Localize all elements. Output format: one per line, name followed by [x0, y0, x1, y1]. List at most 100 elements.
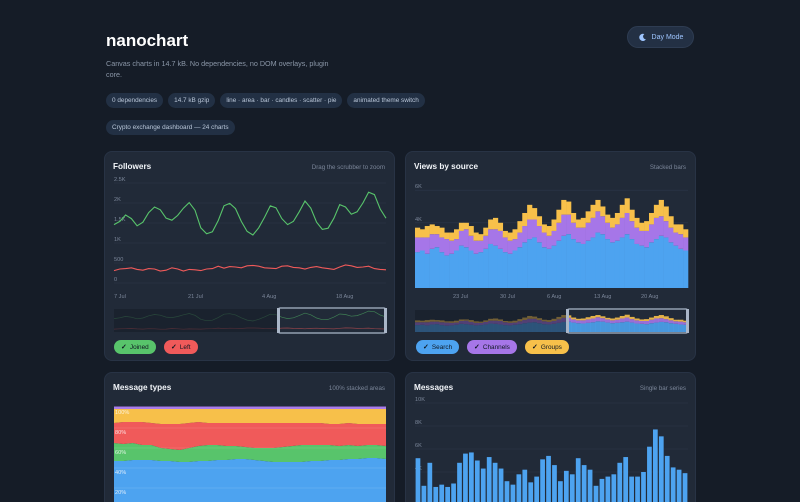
bar-search [512, 250, 518, 288]
bar-groups [605, 214, 611, 223]
check-icon: ✓ [423, 344, 429, 351]
dashboard-link[interactable]: Crypto exchange dashboard — 24 charts [106, 120, 235, 135]
bar [635, 476, 640, 502]
bar-groups [551, 219, 557, 231]
bar-groups [512, 229, 518, 240]
bar-search [522, 242, 528, 288]
bar-channels [668, 227, 674, 243]
minimap-bar [610, 320, 616, 324]
bar-search [600, 234, 606, 288]
bar-search [434, 247, 440, 288]
minimap-bar [644, 321, 650, 325]
bar [474, 460, 480, 502]
followers-chart[interactable]: 2.5K 2K 1.5K 1K 500 0 7 Jul 21 Jul 4 Aug 18 Aug [105, 152, 395, 361]
bar-groups [424, 226, 430, 238]
toggle-label: Joined [129, 343, 149, 351]
bar-search [566, 234, 572, 288]
minimap-bar [590, 322, 596, 332]
minimap-bar [658, 315, 664, 319]
messages-chart[interactable]: 10K8K6K4K [406, 373, 696, 502]
area-other [114, 408, 386, 424]
minimap-bar [614, 319, 621, 323]
bar-groups [493, 217, 499, 230]
minimap-bar [605, 322, 611, 332]
bar-channels [522, 226, 528, 243]
y-tick-label: 1K [114, 237, 121, 243]
bar [569, 474, 575, 502]
toggle-joined[interactable]: ✓ Joined [114, 340, 156, 354]
moon-icon [638, 33, 646, 41]
minimap-bar [673, 319, 679, 322]
toggle-groups[interactable]: ✓ Groups [525, 340, 569, 354]
y-tick-label: 1.5K [114, 217, 126, 223]
toggle-search[interactable]: ✓ Search [416, 340, 460, 354]
bar-search [653, 239, 660, 288]
minimap-bar [600, 321, 606, 332]
y-tick-label: 60% [115, 450, 126, 456]
x-tick-label: 20 Aug [641, 294, 658, 300]
message-types-chart[interactable]: 100% 80% 60% 40% 20% [105, 373, 395, 502]
bar [664, 455, 670, 502]
minimap-bar [600, 318, 606, 322]
bar-groups [449, 232, 455, 241]
bar-channels [483, 235, 489, 249]
minimap-bar [619, 318, 625, 323]
card-subtitle: Stacked bars [649, 164, 686, 171]
minimap-bar [571, 317, 577, 320]
bar-groups [575, 219, 582, 228]
bar-groups [527, 204, 533, 220]
bar-search [415, 252, 421, 288]
bar [504, 481, 510, 502]
bar-channels [683, 237, 689, 251]
bar-channels [478, 240, 484, 253]
y-tick-label: 6K [415, 443, 422, 449]
bar [433, 486, 439, 502]
bar-search [429, 248, 435, 288]
bar-channels [590, 217, 596, 238]
bar-search [536, 242, 543, 288]
bar-groups [663, 206, 669, 222]
bar-channels [639, 230, 645, 246]
check-icon: ✓ [171, 344, 177, 351]
bar-channels [561, 214, 567, 236]
minimap-bar [629, 319, 635, 323]
bar-groups [439, 227, 445, 238]
bar-search [497, 248, 504, 288]
toggle-channels[interactable]: ✓ Channels [467, 340, 517, 354]
bar [522, 469, 528, 502]
bar-channels [493, 229, 499, 246]
views-card: Views by source Stacked bars 6K4K2K23 Ju… [405, 151, 696, 361]
minimap-bar [673, 321, 679, 324]
bar [658, 436, 664, 502]
minimap-bar [678, 321, 684, 325]
badge-chart-types: line · area · bar · candles · scatter · … [220, 93, 343, 108]
x-tick-label: 30 Jul [500, 294, 515, 300]
bar-channels [624, 212, 630, 235]
minimap-bar [663, 322, 669, 332]
x-tick-label: 6 Aug [547, 294, 561, 300]
bar-channels [619, 217, 625, 238]
bar-groups [541, 224, 547, 233]
bar-groups [614, 212, 621, 225]
bar [427, 462, 433, 502]
minimap-bar [624, 314, 630, 318]
theme-toggle-button[interactable]: Day Mode [627, 26, 694, 48]
minimap-bar [571, 319, 577, 323]
bar-channels [663, 221, 669, 238]
minimap-bar [614, 322, 621, 332]
bar-search [454, 250, 460, 288]
bar-search [546, 248, 552, 288]
area-search [114, 458, 386, 502]
toggle-left[interactable]: ✓ Left [164, 340, 198, 354]
bar [480, 468, 486, 502]
bar-channels [673, 232, 679, 246]
card-subtitle: 100% stacked areas [328, 385, 385, 392]
y-tick-label: 0 [114, 277, 117, 283]
bar [516, 474, 522, 502]
bar [546, 455, 551, 502]
card-title: Followers [113, 162, 152, 171]
bar-groups [419, 229, 426, 238]
bar [623, 457, 629, 502]
minimap-bar [590, 315, 596, 319]
